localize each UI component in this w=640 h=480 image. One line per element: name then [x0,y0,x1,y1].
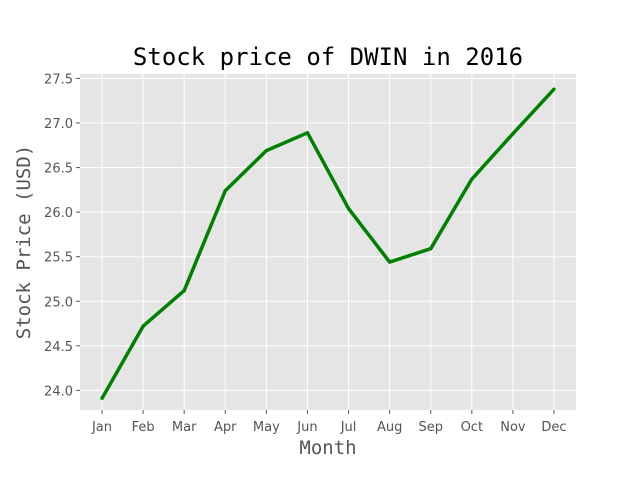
data-point [100,396,104,401]
x-tick-label: Nov [500,420,526,435]
x-tick-label: May [253,420,280,435]
y-axis-ticks: 24.0 24.5 25.0 25.5 26.0 26.5 27.0 27.5 [44,72,80,399]
y-tick-label: 24.5 [44,340,73,355]
data-point [429,247,433,251]
data-point [470,177,474,181]
x-axis-ticks: Jan Feb Mar Apr May Jun Jul Aug Sep Oct Nov Dec [91,410,567,435]
x-tick-label: Jun [296,420,317,435]
x-tick-label: Sep [418,420,443,435]
series-layer [100,87,556,401]
series-line [100,87,556,400]
y-tick-label: 27.0 [44,117,73,132]
y-tick-label: 25.0 [44,295,73,310]
x-tick-label: Jan [91,420,112,435]
data-point [141,324,145,328]
x-tick-label: Mar [172,420,197,435]
x-axis-title: Month [299,437,356,459]
data-point [552,87,556,91]
data-point [264,149,268,153]
data-point [305,131,310,135]
x-tick-label: Oct [461,420,483,435]
data-point [346,206,351,211]
data-point [182,288,186,293]
data-point [223,189,227,193]
y-tick-label: 27.5 [44,72,73,87]
x-tick-label: Aug [377,420,402,435]
plot-area [80,74,576,410]
y-tick-label: 25.5 [44,251,73,266]
y-tick-label: 26.0 [44,206,73,221]
data-point [511,132,515,136]
x-tick-label: Dec [541,420,566,435]
x-tick-label: Feb [132,420,155,435]
y-axis-title: Stock Price (USD) [13,145,35,339]
data-point [388,260,392,264]
x-tick-label: Jul [340,420,357,435]
chart-title: Stock price of DWIN in 2016 [133,43,523,71]
y-tick-label: 26.5 [44,162,73,177]
y-tick-label: 24.0 [44,384,73,399]
x-tick-label: Apr [214,420,237,435]
